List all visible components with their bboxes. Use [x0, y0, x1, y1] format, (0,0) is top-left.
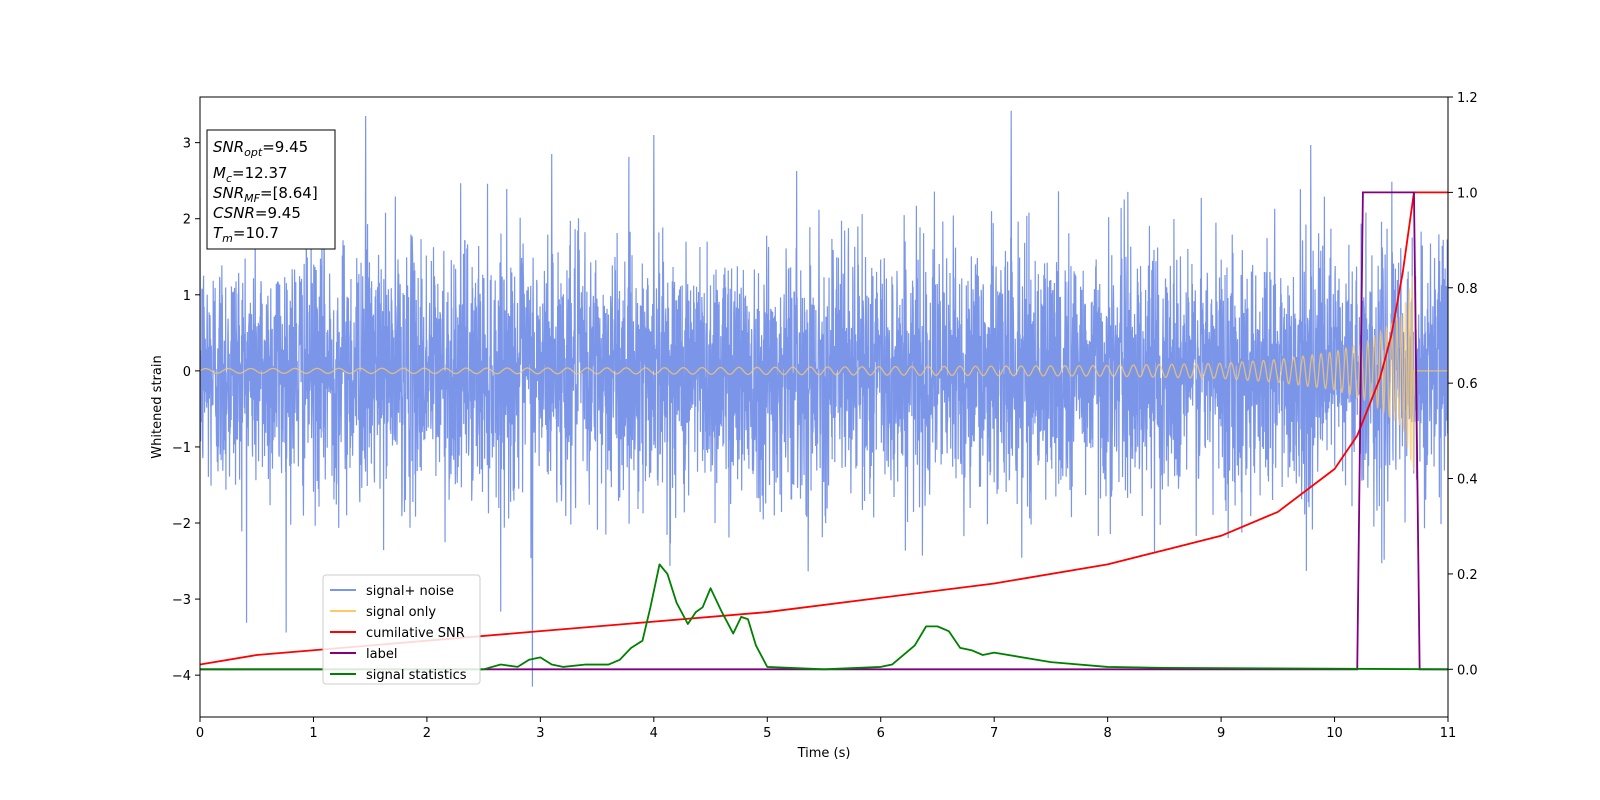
y-left-tick-label: 0: [183, 365, 191, 380]
info-csnr: CSNR=9.45: [213, 204, 301, 222]
info-snr-mf: SNRMF=[8.64]: [213, 184, 318, 205]
x-tick-label: 2: [423, 726, 431, 741]
x-tick-label: 5: [763, 726, 771, 741]
x-tick-label: 9: [1217, 726, 1225, 741]
y-right-tick-label: 1.0: [1457, 186, 1478, 201]
x-tick-label: 11: [1440, 726, 1457, 741]
y-left-tick-label: −2: [172, 517, 191, 532]
y-left-tick-label: 1: [183, 289, 191, 304]
y-left-tick-label: −4: [172, 669, 191, 684]
x-tick-label: 10: [1326, 726, 1343, 741]
legend-label: signal only: [366, 605, 436, 620]
y-left-tick-label: −1: [172, 441, 191, 456]
y-right-tick-label: 1.2: [1457, 91, 1478, 106]
y-right-tick-label: 0.6: [1457, 377, 1478, 392]
x-tick-label: 7: [990, 726, 998, 741]
series-signal-statistics: [200, 563, 1448, 671]
legend-label: cumilative SNR: [366, 626, 465, 641]
y-axis-label: Whitened strain: [150, 355, 165, 458]
x-tick-label: 8: [1103, 726, 1111, 741]
y-left-tick-label: 3: [183, 137, 191, 152]
y-right-tick-label: 0.0: [1457, 663, 1478, 678]
legend-frame: [322, 574, 481, 685]
info-tm: Tm=10.7: [213, 224, 279, 245]
info-mc: Mc=12.37: [213, 164, 288, 185]
y-right-tick-label: 0.4: [1457, 473, 1478, 488]
y-left-tick-label: −3: [172, 593, 191, 608]
x-tick-label: 4: [650, 726, 658, 741]
x-tick-label: 6: [877, 726, 885, 741]
info-box-frame: [206, 129, 336, 250]
y-left-tick-label: 2: [183, 213, 191, 228]
x-axis-label: Time (s): [797, 746, 851, 761]
legend-label: signal+ noise: [366, 584, 454, 599]
axes: 0 1 2 3 4 5 6 7 8 9 10 11 −4 −3 −2 −1 0 1 2 3 0.0 0.2 0.4 0.6 0.…: [172, 91, 1478, 741]
x-tick-label: 3: [536, 726, 544, 741]
y-right-tick-label: 0.2: [1457, 568, 1478, 583]
info-box: SNRopt=9.45 Mc=12.37 SNRMF=[8.64] CSNR=9…: [206, 129, 336, 250]
legend: signal+ noise signal only cumilative SNR la…: [322, 574, 481, 685]
legend-label: label: [366, 647, 397, 662]
y-right-tick-label: 0.8: [1457, 282, 1478, 297]
series-signal-noise: [200, 110, 1448, 687]
plot-frame: [199, 96, 1449, 718]
legend-label: signal statistics: [366, 668, 467, 683]
x-tick-label: 1: [309, 726, 317, 741]
x-tick-label: 0: [196, 726, 204, 741]
info-snr-opt: SNRopt=9.45: [213, 138, 308, 159]
series-signal-only: [200, 275, 1448, 471]
